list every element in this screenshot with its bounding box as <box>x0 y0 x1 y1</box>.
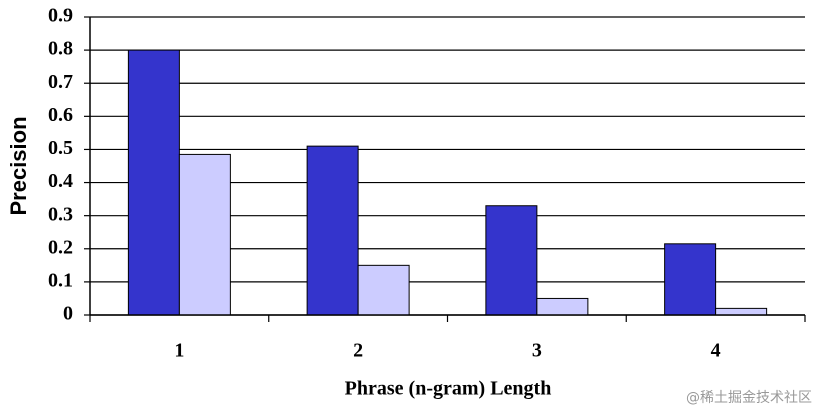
bar <box>306 145 359 316</box>
y-tick-label: 0.5 <box>48 137 73 159</box>
y-tick-label: 0.4 <box>48 170 73 192</box>
bar <box>357 264 410 316</box>
watermark: @稀土掘金技术社区 <box>686 390 812 406</box>
bar <box>715 307 768 316</box>
y-tick-label: 0.1 <box>48 269 73 291</box>
bar <box>178 153 231 316</box>
bar <box>485 205 538 316</box>
y-axis-title: Precision <box>6 116 31 215</box>
y-tick-label: 0.6 <box>48 104 73 126</box>
x-axis-title: Phrase (n-gram) Length <box>345 378 552 400</box>
x-tick-label: 2 <box>353 340 363 362</box>
x-tick-label: 4 <box>711 340 721 362</box>
bar <box>536 297 589 316</box>
y-tick-label: 0.9 <box>48 5 73 27</box>
x-tick-label: 3 <box>532 340 542 362</box>
bar <box>664 243 717 316</box>
bar <box>127 49 180 316</box>
y-tick-label: 0.8 <box>48 38 73 60</box>
y-tick-label: 0.7 <box>48 71 73 93</box>
y-tick-label: 0.2 <box>48 236 73 258</box>
y-tick-label: 0 <box>63 303 73 325</box>
y-tick-label: 0.3 <box>48 203 73 225</box>
x-tick-label: 1 <box>174 340 184 362</box>
